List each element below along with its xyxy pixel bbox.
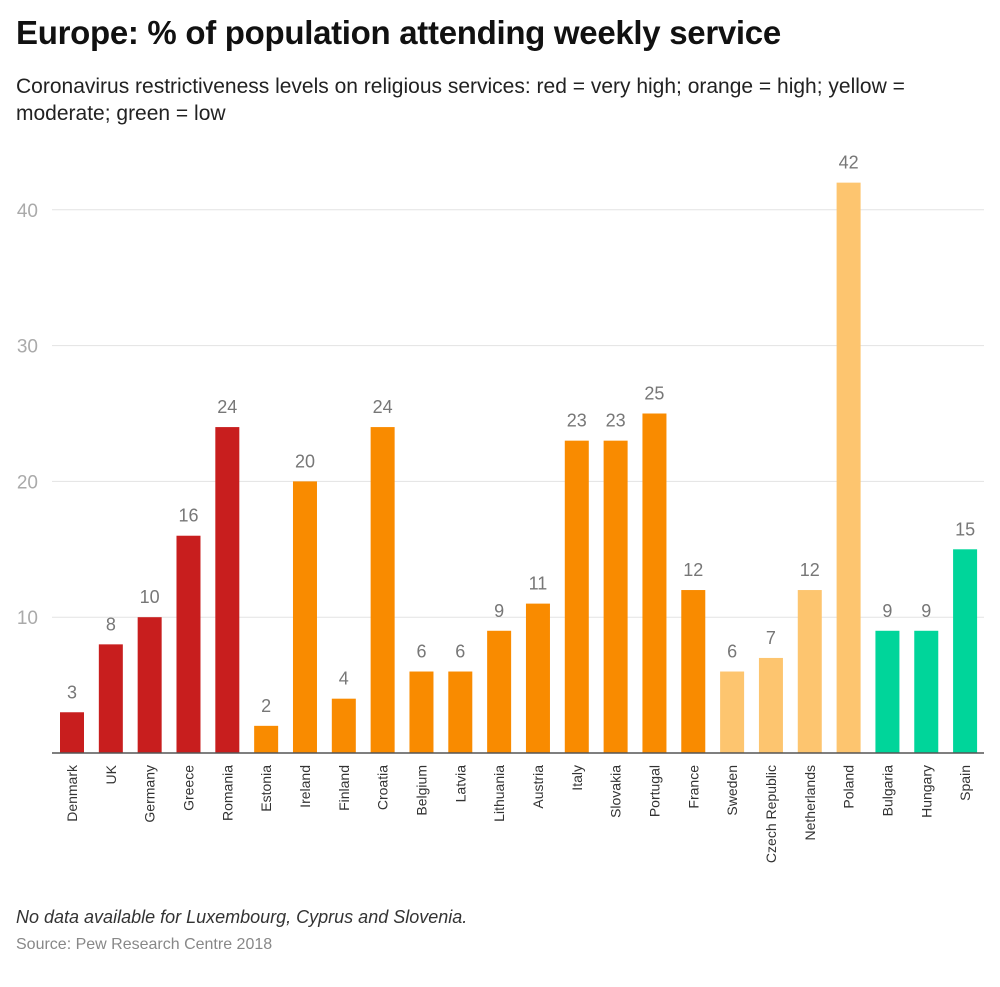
x-tick-label: Greece xyxy=(180,765,196,811)
x-tick-label: UK xyxy=(103,764,119,784)
data-label: 9 xyxy=(921,601,931,621)
x-tick-label: Croatia xyxy=(375,765,391,810)
x-tick-label: Czech Republic xyxy=(763,765,779,863)
data-label: 4 xyxy=(339,669,349,689)
bar-estonia xyxy=(254,725,279,753)
x-tick-label: Denmark xyxy=(64,764,80,822)
y-tick-label: 30 xyxy=(17,337,38,358)
bar-romania xyxy=(215,427,240,753)
chart-subtitle: Coronavirus restrictiveness levels on re… xyxy=(16,75,905,125)
data-label: 6 xyxy=(416,642,426,662)
x-tick-label: Bulgaria xyxy=(879,765,895,817)
data-label: 11 xyxy=(529,574,548,594)
data-label: 24 xyxy=(217,397,237,417)
data-label: 24 xyxy=(373,397,393,417)
x-tick-label: Netherlands xyxy=(802,765,818,841)
bar-germany xyxy=(137,617,162,753)
data-label: 12 xyxy=(683,560,703,580)
bar-sweden xyxy=(720,671,745,753)
bar-slovakia xyxy=(603,440,628,753)
data-label: 42 xyxy=(839,153,859,173)
y-tick-label: 40 xyxy=(17,201,38,222)
bar-latvia xyxy=(448,671,473,753)
data-label: 6 xyxy=(455,642,465,662)
bar-spain xyxy=(953,549,978,753)
bar-finland xyxy=(331,698,356,753)
data-label: 6 xyxy=(727,642,737,662)
x-tick-label: Belgium xyxy=(413,765,429,816)
data-label: 3 xyxy=(67,682,77,702)
bar-lithuania xyxy=(487,630,512,753)
x-tick-label: Latvia xyxy=(452,765,468,803)
data-label: 23 xyxy=(606,411,626,431)
x-tick-label: Ireland xyxy=(297,765,313,808)
x-tick-label: Germany xyxy=(142,765,158,823)
data-label: 9 xyxy=(494,601,504,621)
x-tick-label: Spain xyxy=(957,765,973,801)
bar-belgium xyxy=(409,671,434,753)
data-label: 9 xyxy=(882,601,892,621)
data-label: 2 xyxy=(261,696,271,716)
chart-title: Europe: % of population attending weekly… xyxy=(16,14,781,51)
x-tick-label: Austria xyxy=(530,765,546,809)
footnote: No data available for Luxembourg, Cyprus… xyxy=(16,907,468,927)
bar-ireland xyxy=(292,481,317,753)
data-label: 25 xyxy=(644,384,664,404)
x-tick-label: Sweden xyxy=(724,765,740,816)
bar-uk xyxy=(98,644,123,753)
x-tick-label: France xyxy=(685,765,701,809)
bar-france xyxy=(681,590,706,753)
x-tick-label: Finland xyxy=(336,765,352,811)
x-tick-label: Hungary xyxy=(918,765,934,818)
data-label: 15 xyxy=(955,519,975,539)
y-tick-label: 20 xyxy=(17,472,38,493)
x-tick-label: Estonia xyxy=(258,765,274,812)
y-tick-label: 10 xyxy=(17,608,38,629)
bar-bulgaria xyxy=(875,630,900,753)
bar-netherlands xyxy=(797,590,822,753)
bar-portugal xyxy=(642,413,667,753)
data-label: 20 xyxy=(295,451,315,471)
bar-czech-republic xyxy=(758,657,783,753)
x-tick-label: Poland xyxy=(841,765,857,809)
bar-denmark xyxy=(60,712,84,753)
bar-poland xyxy=(836,182,861,753)
bar-croatia xyxy=(370,427,395,753)
data-label: 8 xyxy=(106,614,116,634)
x-tick-label: Slovakia xyxy=(608,765,624,818)
bar-hungary xyxy=(914,630,939,753)
data-label: 12 xyxy=(800,560,820,580)
bar-italy xyxy=(564,440,589,753)
x-tick-label: Romania xyxy=(219,765,235,821)
data-label: 10 xyxy=(140,587,160,607)
data-label: 7 xyxy=(766,628,776,648)
bar-greece xyxy=(176,535,201,753)
data-label: 23 xyxy=(567,411,587,431)
data-label: 16 xyxy=(178,506,198,526)
bar-austria xyxy=(525,603,550,753)
x-tick-label: Portugal xyxy=(646,765,662,817)
x-tick-label: Italy xyxy=(569,765,585,791)
source-note: Source: Pew Research Centre 2018 xyxy=(16,936,273,953)
x-tick-label: Lithuania xyxy=(491,765,507,822)
